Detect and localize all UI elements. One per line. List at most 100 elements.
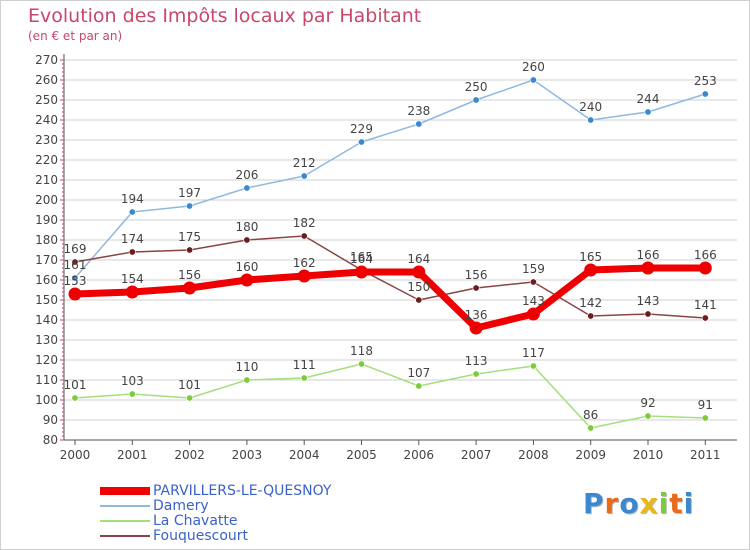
data-point (472, 284, 480, 292)
data-label: 212 (293, 156, 316, 170)
chart-title: Evolution des Impôts locaux par Habitant (28, 5, 422, 27)
data-label: 110 (235, 360, 258, 374)
data-point (243, 236, 251, 244)
series-line (74, 363, 707, 429)
data-point (355, 265, 368, 279)
data-point (587, 424, 595, 432)
y-tick-label: 80 (43, 433, 58, 447)
data-point (128, 208, 136, 216)
data-label: 156 (178, 268, 201, 282)
data-label: 165 (579, 250, 602, 264)
data-point (71, 394, 79, 402)
data-label: 156 (465, 268, 488, 282)
data-label: 160 (235, 260, 258, 274)
data-point (701, 314, 709, 322)
x-tick-label: 2003 (232, 448, 263, 462)
data-point (412, 265, 426, 279)
data-point (526, 307, 540, 321)
data-label: 162 (293, 256, 316, 270)
data-point (297, 269, 311, 283)
data-point (469, 321, 483, 335)
data-point (300, 374, 308, 382)
y-tick-label: 240 (35, 113, 58, 127)
y-tick-label: 160 (35, 273, 58, 287)
data-label: 238 (407, 104, 430, 118)
legend-swatch (100, 520, 150, 522)
data-point (529, 76, 537, 84)
data-point (128, 390, 136, 398)
x-tick-label: 2008 (518, 448, 549, 462)
legend-swatch (100, 487, 150, 495)
data-point (587, 312, 595, 320)
data-point (71, 258, 79, 266)
y-tick-label: 220 (35, 153, 58, 167)
y-tick-label: 170 (35, 253, 58, 267)
data-label: 197 (178, 186, 201, 200)
data-label: 174 (121, 232, 144, 246)
data-point (472, 96, 480, 104)
logo-letter: i (683, 487, 695, 520)
legend-swatch (100, 505, 150, 507)
x-tick-label: 2004 (289, 448, 320, 462)
data-label: 101 (64, 378, 87, 392)
data-label: 229 (350, 122, 373, 136)
data-point (698, 261, 712, 275)
data-point (584, 263, 598, 277)
data-label: 165 (350, 250, 373, 264)
data-label: 240 (579, 100, 602, 114)
x-tick-label: 2005 (346, 448, 377, 462)
data-point (243, 184, 251, 192)
y-tick-label: 130 (35, 333, 58, 347)
data-point (472, 370, 480, 378)
data-point (529, 278, 537, 286)
data-label: 141 (694, 298, 717, 312)
data-point (300, 232, 308, 240)
data-point (701, 90, 709, 98)
data-label: 91 (698, 398, 713, 412)
data-label: 206 (235, 168, 258, 182)
data-label: 136 (465, 308, 488, 322)
data-point (357, 138, 365, 146)
data-label: 150 (407, 280, 430, 294)
data-label: 113 (465, 354, 488, 368)
data-label: 142 (579, 296, 602, 310)
y-tick-label: 120 (35, 353, 58, 367)
data-point (644, 108, 652, 116)
series-line (74, 235, 707, 319)
data-label: 175 (178, 230, 201, 244)
data-label: 250 (465, 80, 488, 94)
data-point (415, 120, 423, 128)
data-label: 103 (121, 374, 144, 388)
data-point (183, 281, 197, 295)
data-label: 107 (407, 366, 430, 380)
x-tick-label: 2007 (461, 448, 492, 462)
y-tick-label: 180 (35, 233, 58, 247)
data-point (644, 412, 652, 420)
data-label: 182 (293, 216, 316, 230)
data-label: 86 (583, 408, 598, 422)
data-label: 161 (64, 258, 87, 272)
data-point (68, 287, 82, 301)
y-tick-label: 210 (35, 173, 58, 187)
y-tick-label: 230 (35, 133, 58, 147)
data-point (186, 394, 194, 402)
y-tick-label: 260 (35, 73, 58, 87)
data-label: 143 (637, 294, 660, 308)
data-point (641, 261, 655, 275)
data-point (644, 310, 652, 318)
data-label: 92 (640, 396, 655, 410)
data-point (587, 116, 595, 124)
data-point (300, 172, 308, 180)
data-label: 164 (407, 252, 430, 266)
y-tick-label: 90 (43, 413, 58, 427)
logo-letter: x (639, 487, 659, 520)
data-label: 180 (235, 220, 258, 234)
data-point (125, 285, 139, 299)
y-tick-label: 190 (35, 213, 58, 227)
logo-letter: t (669, 487, 684, 520)
data-label: 101 (178, 378, 201, 392)
x-tick-label: 2001 (117, 448, 148, 462)
data-point (357, 360, 365, 368)
series-line (74, 79, 707, 279)
x-tick-label: 2002 (174, 448, 205, 462)
